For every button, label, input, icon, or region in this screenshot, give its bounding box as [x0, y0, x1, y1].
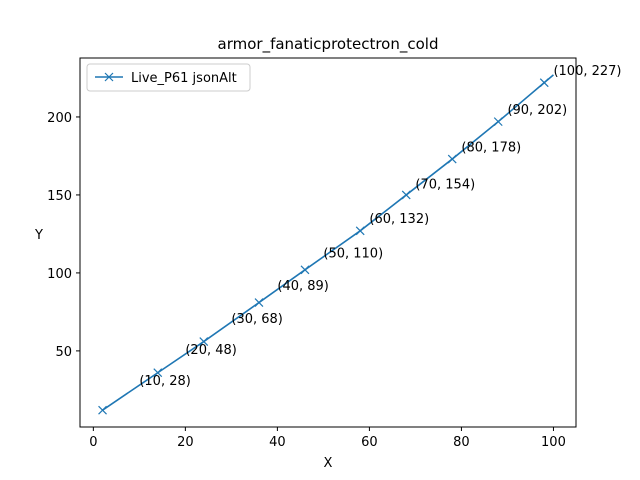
x-tick-label: 20 [177, 435, 194, 450]
plot-frame [79, 57, 577, 428]
x-tick-label: 80 [453, 435, 470, 450]
x-axis-title: X [324, 456, 333, 471]
y-axis-title: Y [34, 228, 43, 243]
data-point-marker [355, 226, 365, 236]
data-point-marker [539, 78, 549, 88]
data-label: (10, 28) [139, 374, 191, 389]
chart-title: armor_fanaticprotectron_cold [218, 35, 439, 54]
data-point-marker [98, 405, 107, 415]
y-tick-label: 150 [47, 189, 72, 204]
y-tick-label: 100 [47, 267, 72, 282]
data-point-marker [447, 154, 457, 164]
data-point-marker [401, 190, 411, 200]
data-label: (80, 178) [461, 140, 521, 155]
x-tick-label: 0 [89, 435, 97, 450]
legend-frame [86, 63, 251, 92]
data-label: (90, 202) [507, 103, 567, 118]
plot-area: 0 20 40 60 80 100 50 100 150 200 (10, 28) (20, 48) (… [47, 57, 622, 450]
legend-entry-label: Live_P61 jsonAlt [131, 71, 237, 86]
data-point-marker [254, 298, 264, 307]
data-label: (20, 48) [185, 343, 237, 358]
x-tick-label: 100 [541, 435, 566, 450]
data-label: (50, 110) [323, 246, 383, 261]
legend: Live_P61 jsonAlt [86, 63, 251, 92]
data-label: (30, 68) [231, 312, 283, 327]
data-point-marker [199, 337, 209, 346]
data-label: (60, 132) [369, 212, 429, 227]
data-label: (100, 227) [553, 64, 621, 79]
x-tick-label: 40 [269, 435, 286, 450]
data-point-marker [493, 117, 503, 127]
legend-x-marker-icon [104, 72, 114, 82]
data-label: (70, 154) [415, 178, 475, 193]
x-tick-label: 60 [361, 435, 378, 450]
data-label: (40, 89) [277, 279, 329, 294]
data-point-marker [153, 368, 163, 378]
y-tick-label: 50 [55, 345, 72, 360]
data-point-marker [300, 265, 310, 275]
y-tick-label: 200 [47, 111, 72, 126]
